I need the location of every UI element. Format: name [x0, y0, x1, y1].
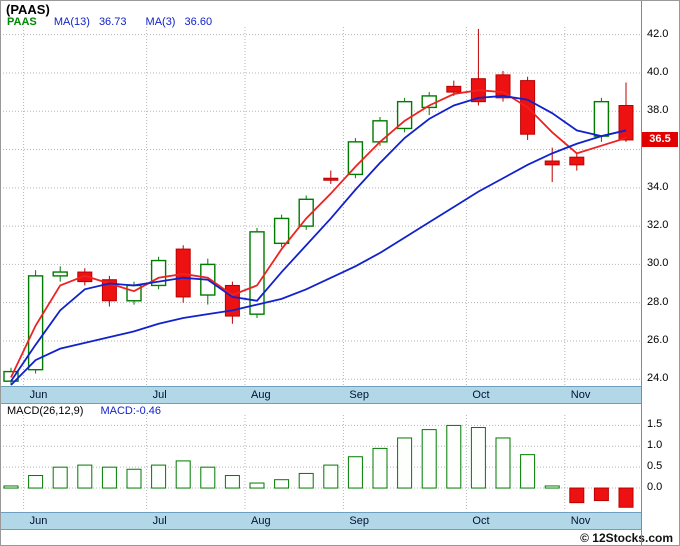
month-axis-top: Jun Jul Aug Sep Oct Nov: [1, 386, 642, 404]
macd-bar-positive: [347, 456, 363, 489]
macd-legend: MACD(26,12,9) MACD:-0.46: [7, 405, 161, 417]
axis-separator-line: [641, 1, 642, 545]
candle-body: [273, 217, 290, 245]
macd-bar-positive: [249, 482, 265, 489]
candle-body: [446, 85, 462, 93]
macd-bar-positive: [77, 464, 93, 489]
macd-bar-negative: [593, 487, 609, 502]
candle-body: [323, 177, 339, 181]
macd-bar-positive: [28, 475, 44, 489]
macd-bar-positive: [200, 466, 216, 489]
macd-bar-positive: [446, 424, 462, 489]
chart-legend: PAAS MA(13) 36.73 MA(3) 36.60: [7, 16, 228, 28]
macd-bar-positive: [323, 464, 339, 489]
macd-bar-negative: [569, 487, 585, 504]
month-label: Nov: [570, 389, 591, 401]
month-label: Nov: [570, 515, 591, 527]
candle-body: [52, 271, 68, 277]
candle-body: [347, 141, 364, 176]
ma-line-long-trend: [10, 129, 627, 386]
watermark-link[interactable]: © 12Stocks.com: [580, 531, 673, 545]
macd-bar-positive: [101, 466, 117, 489]
month-label: Oct: [472, 515, 490, 527]
candle-body: [544, 160, 560, 166]
macd-bar-positive: [421, 429, 437, 489]
ma-line-ma13: [10, 95, 627, 382]
price-axis-label: 32.0: [647, 219, 669, 232]
price-axis-label: 40.0: [647, 65, 669, 78]
month-label: Jul: [152, 515, 167, 527]
candle-body: [593, 100, 610, 137]
macd-bar-positive: [495, 437, 511, 489]
candle-body: [569, 156, 585, 166]
macd-axis-label: 1.5: [647, 418, 663, 431]
last-price-badge: 36.5: [642, 131, 678, 147]
macd-bar-negative: [618, 487, 634, 508]
price-axis-label: 42.0: [647, 27, 669, 40]
ma-line-ma3: [10, 89, 627, 378]
macd-bar-positive: [175, 460, 191, 489]
macd-bar-positive: [298, 472, 314, 489]
candle-body: [175, 248, 191, 298]
price-axis-label: 38.0: [647, 104, 669, 117]
price-axis-label: 28.0: [647, 295, 669, 308]
price-axis-label: 24.0: [647, 372, 669, 385]
macd-axis-label: 0.5: [647, 460, 663, 473]
price-axis-label: 34.0: [647, 180, 669, 193]
candle-body: [249, 231, 265, 315]
month-axis-bottom: Jun Jul Aug Sep Oct Nov: [1, 512, 642, 530]
ma13-value: 36.73: [98, 16, 127, 28]
macd-bar-positive: [151, 464, 167, 489]
ma13-label: MA(13): [53, 16, 90, 28]
price-axis-label: 30.0: [647, 257, 669, 270]
macd-bar-positive: [224, 475, 240, 489]
ma3-value: 36.60: [184, 16, 213, 28]
candle-body: [396, 100, 413, 130]
macd-bar-positive: [372, 447, 388, 489]
ticker-symbol: PAAS: [7, 16, 37, 28]
price-axis-label: 26.0: [647, 333, 669, 346]
month-label: Aug: [251, 515, 271, 527]
macd-bar-positive: [470, 427, 486, 489]
month-label: Aug: [251, 389, 271, 401]
macd-bar-positive: [52, 466, 68, 489]
macd-bar-positive: [3, 485, 19, 489]
month-label: Jun: [29, 515, 48, 527]
macd-axis-label: 1.0: [647, 439, 663, 452]
page-title: (PAAS): [6, 2, 50, 17]
macd-bar-positive: [274, 479, 290, 489]
macd-bar-positive: [520, 454, 536, 489]
footer: © 12Stocks.com: [1, 531, 673, 545]
macd-axis-label: 0.0: [647, 481, 663, 494]
month-label: Oct: [472, 389, 490, 401]
macd-indicator-label: MACD(26,12,9): [7, 405, 84, 417]
candle-body: [27, 275, 44, 371]
macd-bar-positive: [126, 468, 142, 489]
macd-bar-positive: [544, 485, 560, 489]
ma3-label: MA(3): [145, 16, 176, 28]
candle-body: [618, 104, 634, 141]
candle-body: [298, 198, 314, 227]
month-label: Sep: [349, 389, 369, 401]
macd-current-value: MACD:-0.46: [100, 405, 162, 417]
month-label: Jul: [152, 389, 167, 401]
month-label: Sep: [349, 515, 369, 527]
month-label: Jun: [29, 389, 48, 401]
macd-bar-positive: [397, 437, 413, 489]
